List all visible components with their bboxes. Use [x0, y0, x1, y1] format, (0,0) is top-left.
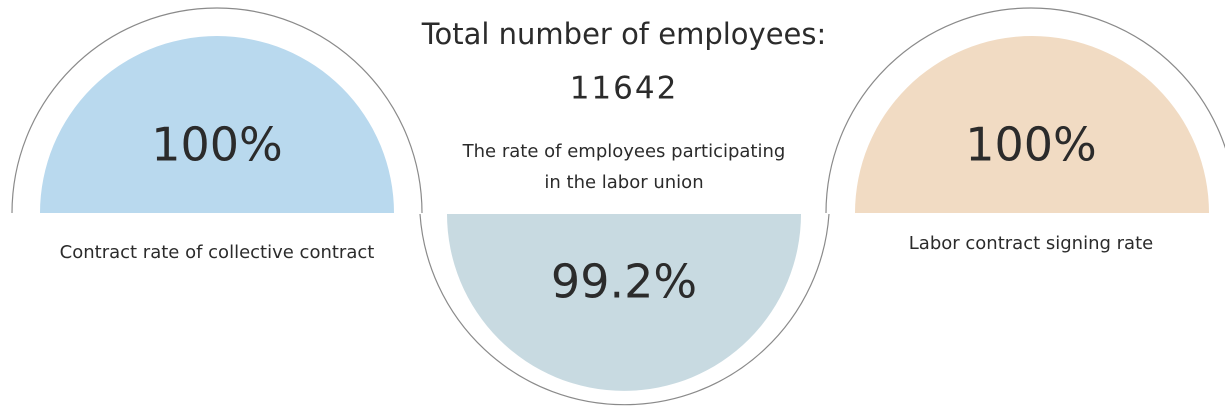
half-disc: [447, 214, 801, 391]
stat-label: in the labor union: [544, 172, 703, 193]
stat-value: 100%: [965, 118, 1097, 172]
outline-arc: [11, 7, 423, 214]
stat-value: 100%: [151, 118, 283, 172]
stat-label: Contract rate of collective contract: [60, 242, 375, 263]
outline-arc: [825, 7, 1225, 214]
outline-arc: [419, 213, 830, 406]
stat-label: Labor contract signing rate: [909, 233, 1153, 254]
half-disc: [855, 36, 1209, 213]
title: Total number of employees:: [421, 17, 827, 51]
total: 11642: [570, 71, 679, 107]
half-disc: [40, 36, 394, 214]
stat-label: The rate of employees participating: [462, 141, 786, 162]
stat-value: 99.2%: [551, 255, 697, 309]
